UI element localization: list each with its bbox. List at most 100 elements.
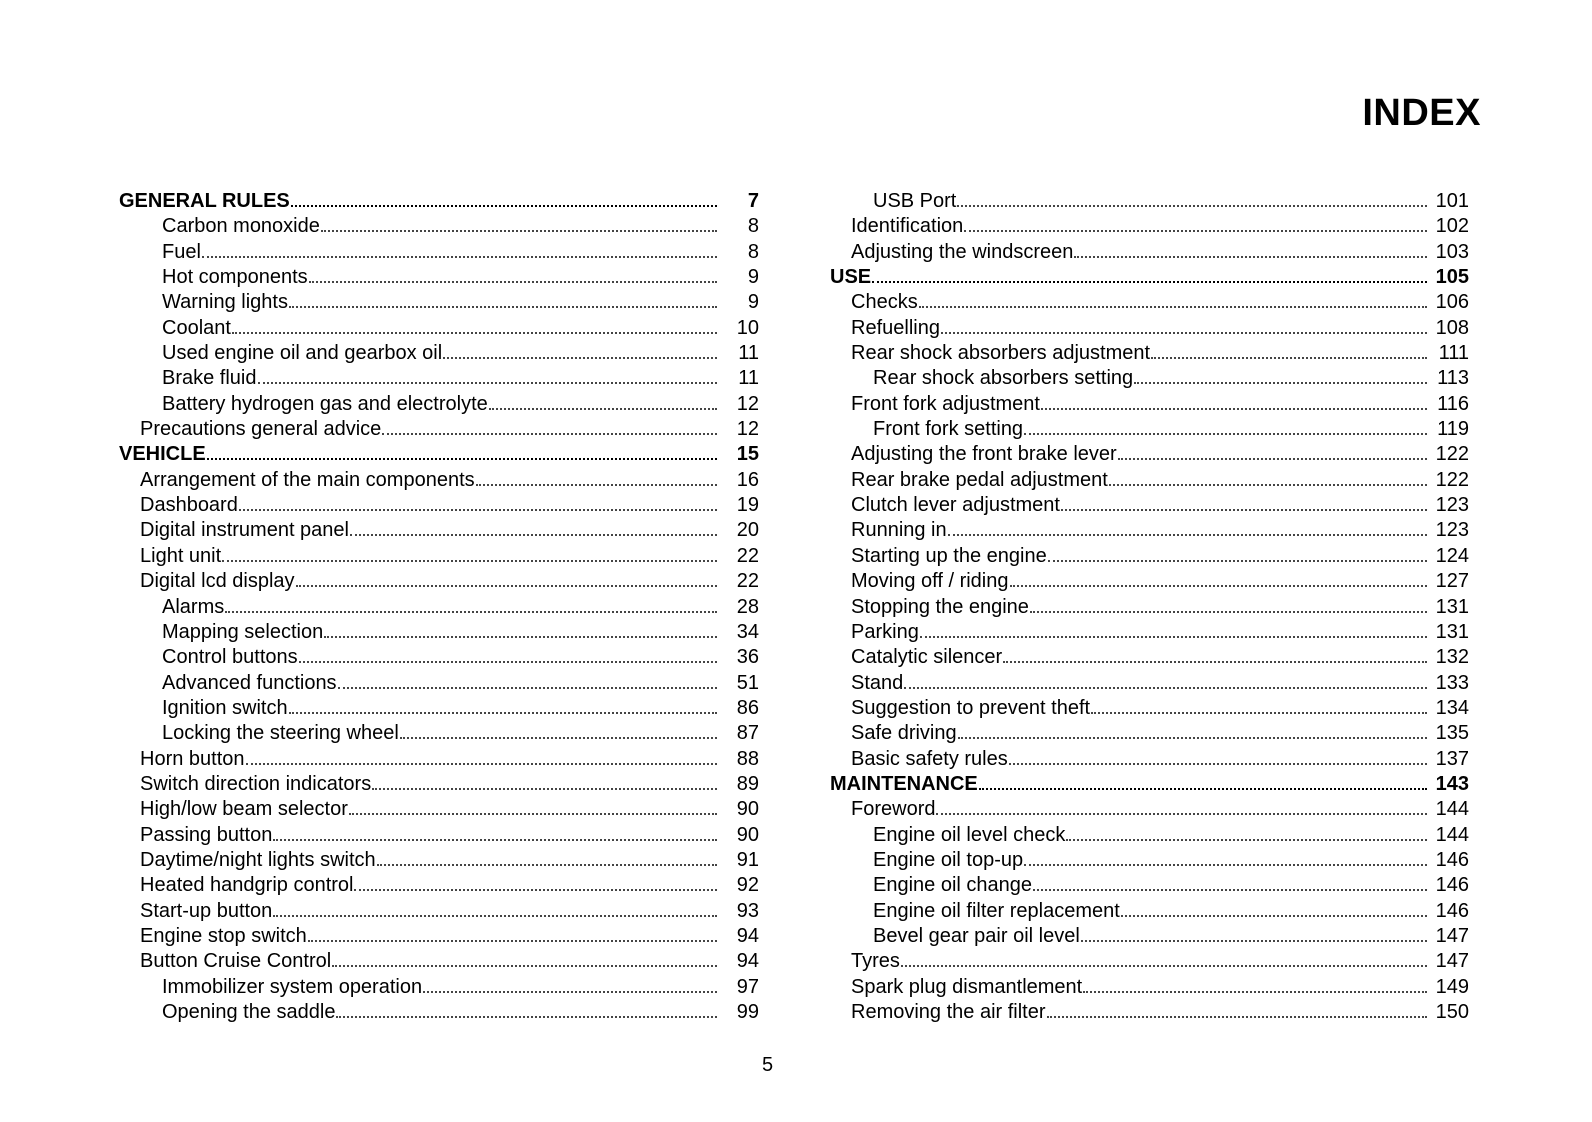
index-entry[interactable]: Identification 102 — [830, 214, 1469, 239]
index-entry[interactable]: Mapping selection 34 — [119, 620, 759, 645]
index-entry[interactable]: Rear brake pedal adjustment 122 — [830, 468, 1469, 493]
dot-leader — [273, 838, 717, 841]
index-entry[interactable]: Coolant 10 — [119, 316, 759, 341]
index-section-heading[interactable]: VEHICLE 15 — [119, 442, 759, 467]
index-entry[interactable]: Immobilizer system operation 97 — [119, 975, 759, 1000]
entry-title: Rear shock absorbers setting — [873, 367, 1134, 390]
index-entry[interactable]: Heated handgrip control 92 — [119, 873, 759, 898]
index-entry[interactable]: Warning lights 9 — [119, 290, 759, 315]
entry-title: Engine oil level check — [873, 823, 1066, 846]
index-entry[interactable]: Tyres 147 — [830, 949, 1469, 974]
index-entry[interactable]: Battery hydrogen gas and electrolyte 12 — [119, 392, 759, 417]
entry-page-number: 147 — [1435, 924, 1469, 947]
dot-leader — [295, 585, 717, 588]
index-entry[interactable]: Parking 131 — [830, 620, 1469, 645]
entry-title: Moving off / riding — [851, 570, 1009, 593]
index-entry[interactable]: USB Port 101 — [830, 189, 1469, 214]
index-entry[interactable]: Running in 123 — [830, 518, 1469, 543]
index-section-heading[interactable]: MAINTENANCE 143 — [830, 772, 1469, 797]
dot-leader — [488, 407, 717, 410]
index-entry[interactable]: Brake fluid 11 — [119, 366, 759, 391]
index-entry[interactable]: Stand 133 — [830, 671, 1469, 696]
index-entry[interactable]: Rear shock absorbers adjustment 111 — [830, 341, 1469, 366]
index-entry[interactable]: Adjusting the windscreen 103 — [830, 240, 1469, 265]
entry-title: USE — [830, 266, 872, 289]
index-entry[interactable]: Refuelling 108 — [830, 316, 1469, 341]
dot-leader — [320, 230, 717, 233]
index-entry[interactable]: Suggestion to prevent theft 134 — [830, 696, 1469, 721]
entry-page-number: 150 — [1435, 1001, 1469, 1023]
index-entry[interactable]: Carbon monoxide 8 — [119, 214, 759, 239]
index-entry[interactable]: High/low beam selector 90 — [119, 797, 759, 822]
dot-leader — [308, 281, 717, 284]
entry-page-number: 15 — [736, 443, 759, 466]
index-entry[interactable]: Engine oil change 146 — [830, 873, 1469, 898]
entry-page-number: 146 — [1435, 874, 1469, 897]
dot-leader — [222, 559, 717, 562]
index-entry[interactable]: Arrangement of the main components 16 — [119, 468, 759, 493]
entry-title: Bevel gear pair oil level — [873, 924, 1080, 947]
index-entry[interactable]: Fuel 8 — [119, 240, 759, 265]
index-entry[interactable]: Clutch lever adjustment 123 — [830, 493, 1469, 518]
dot-leader — [376, 863, 717, 866]
index-entry[interactable]: Front fork setting 119 — [830, 417, 1469, 442]
index-entry[interactable]: Adjusting the front brake lever 122 — [830, 442, 1469, 467]
index-entry[interactable]: Start-up button 93 — [119, 899, 759, 924]
index-entry[interactable]: Digital lcd display 22 — [119, 569, 759, 594]
entry-page-number: 134 — [1435, 696, 1469, 719]
index-entry[interactable]: Engine oil level check 144 — [830, 823, 1469, 848]
index-entry[interactable]: Spark plug dismantlement 149 — [830, 975, 1469, 1000]
index-entry[interactable]: Daytime/night lights switch 91 — [119, 848, 759, 873]
entry-page-number: 127 — [1435, 570, 1469, 593]
index-entry[interactable]: Ignition switch 86 — [119, 696, 759, 721]
index-entry[interactable]: Checks 106 — [830, 290, 1469, 315]
index-entry[interactable]: Basic safety rules 137 — [830, 747, 1469, 772]
entry-title: Opening the saddle — [162, 1001, 336, 1023]
index-entry[interactable]: Moving off / riding 127 — [830, 569, 1469, 594]
index-entry[interactable]: Catalytic silencer 132 — [830, 645, 1469, 670]
entry-page-number: 116 — [1437, 392, 1469, 415]
index-entry[interactable]: Engine stop switch 94 — [119, 924, 759, 949]
index-entry[interactable]: Control buttons 36 — [119, 645, 759, 670]
entry-page-number: 143 — [1435, 772, 1469, 795]
index-entry[interactable]: Advanced functions 51 — [119, 671, 759, 696]
index-entry[interactable]: Foreword 144 — [830, 797, 1469, 822]
index-entry[interactable]: Used engine oil and gearbox oil 11 — [119, 341, 759, 366]
index-entry[interactable]: Dashboard 19 — [119, 493, 759, 518]
entry-title: Catalytic silencer — [851, 646, 1003, 669]
dot-leader — [936, 813, 1427, 816]
dot-leader — [245, 762, 717, 765]
index-section-heading[interactable]: GENERAL RULES 7 — [119, 189, 759, 214]
entry-page-number: 89 — [736, 772, 759, 795]
index-entry[interactable]: Engine oil top-up 146 — [830, 848, 1469, 873]
index-section-heading[interactable]: USE 105 — [830, 265, 1469, 290]
index-entry[interactable]: Rear shock absorbers setting 113 — [830, 366, 1469, 391]
index-entry[interactable]: Switch direction indicators 89 — [119, 772, 759, 797]
entry-page-number: 99 — [736, 1001, 759, 1023]
entry-title: Adjusting the windscreen — [851, 240, 1074, 263]
index-entry[interactable]: Front fork adjustment 116 — [830, 392, 1469, 417]
index-entry[interactable]: Horn button 88 — [119, 747, 759, 772]
index-entry[interactable]: Precautions general advice 12 — [119, 417, 759, 442]
entry-page-number: 94 — [736, 924, 759, 947]
entry-title: Coolant — [162, 316, 231, 339]
entry-page-number: 91 — [736, 848, 759, 871]
index-entry[interactable]: Locking the steering wheel 87 — [119, 721, 759, 746]
index-entry[interactable]: Engine oil filter replacement 146 — [830, 899, 1469, 924]
index-entry[interactable]: Passing button 90 — [119, 823, 759, 848]
index-entry[interactable]: Light unit 22 — [119, 544, 759, 569]
index-entry[interactable]: Button Cruise Control 94 — [119, 949, 759, 974]
index-entry[interactable]: Alarms 28 — [119, 595, 759, 620]
index-entry[interactable]: Starting up the engine 124 — [830, 544, 1469, 569]
index-entry[interactable]: Opening the saddle 99 — [119, 1000, 759, 1025]
index-entry[interactable]: Bevel gear pair oil level 147 — [830, 924, 1469, 949]
index-entry[interactable]: Hot components 9 — [119, 265, 759, 290]
dot-leader — [307, 939, 717, 942]
index-entry[interactable]: Digital instrument panel 20 — [119, 518, 759, 543]
index-entry[interactable]: Removing the air filter 150 — [830, 1000, 1469, 1025]
index-entry[interactable]: Safe driving 135 — [830, 721, 1469, 746]
entry-title: Mapping selection — [162, 620, 324, 643]
entry-title: Engine oil change — [873, 874, 1033, 897]
index-entry[interactable]: Stopping the engine 131 — [830, 595, 1469, 620]
entry-page-number: 90 — [736, 798, 759, 821]
